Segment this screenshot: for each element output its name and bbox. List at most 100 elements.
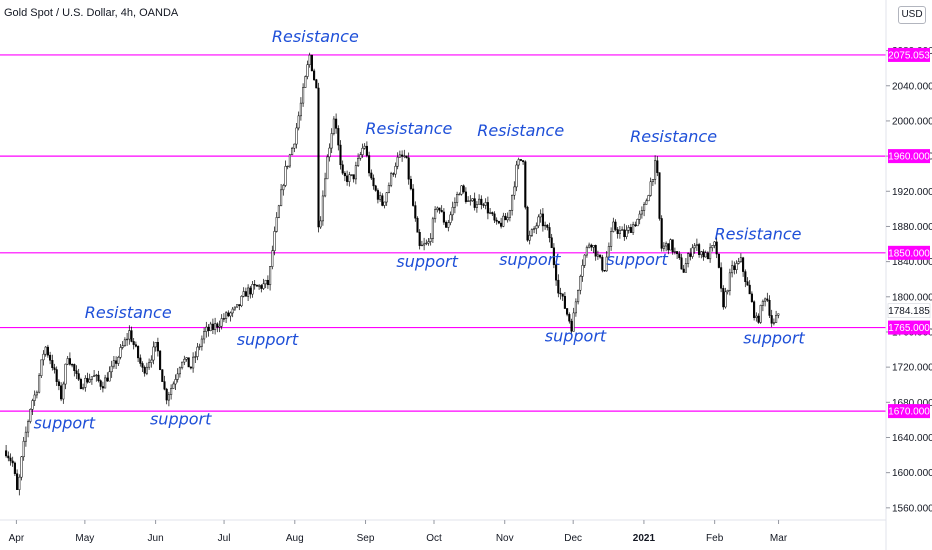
candle-body xyxy=(139,357,142,364)
candle-body xyxy=(57,381,60,386)
candle-body xyxy=(376,190,379,200)
candle-body xyxy=(324,178,327,197)
candle-body xyxy=(702,251,705,258)
resistance-label: Resistance xyxy=(477,121,564,140)
candle-body xyxy=(671,239,674,253)
resistance-label: Resistance xyxy=(630,127,717,146)
candle-body xyxy=(277,205,280,218)
candle-body xyxy=(134,344,137,347)
candle-body xyxy=(405,155,408,159)
candle-body xyxy=(599,254,602,258)
candle-body xyxy=(407,157,410,180)
candle-body xyxy=(566,308,569,315)
currency-button[interactable]: USD xyxy=(898,6,926,24)
candle-body xyxy=(108,371,111,382)
candle-body xyxy=(475,204,478,208)
time-tick-label: Jun xyxy=(148,533,164,544)
candle-body xyxy=(557,279,560,294)
candle-body xyxy=(132,341,135,345)
candle-body xyxy=(266,279,269,286)
candle-body xyxy=(596,254,599,257)
candle-body xyxy=(192,356,195,369)
price-candles xyxy=(5,52,780,496)
candle-body xyxy=(588,244,591,248)
candle-body xyxy=(121,345,124,348)
candle-body xyxy=(755,315,758,318)
candle-body xyxy=(11,460,14,464)
candle-body xyxy=(570,320,573,332)
candle-body xyxy=(515,164,518,188)
candle-body xyxy=(673,251,676,253)
candle-body xyxy=(568,314,571,322)
candle-body xyxy=(220,318,223,327)
time-tick-label: May xyxy=(75,533,94,544)
candle-body xyxy=(330,133,333,149)
candle-body xyxy=(117,357,120,364)
candle-body xyxy=(577,290,580,303)
candle-body xyxy=(737,261,740,264)
candle-body xyxy=(240,296,243,307)
candle-body xyxy=(484,202,487,206)
candle-body xyxy=(667,243,670,251)
support-label: support xyxy=(237,330,299,349)
candle-body xyxy=(700,251,703,255)
candle-body xyxy=(471,198,474,201)
candle-body xyxy=(75,370,78,374)
time-tick-label: Nov xyxy=(496,533,514,544)
time-axis[interactable]: Apr May Jun Jul Aug Sep Oct Nov Dec 2021 Feb Mar xyxy=(9,520,788,544)
candle-body xyxy=(101,386,104,389)
candle-body xyxy=(214,323,217,330)
candle-body xyxy=(313,70,316,80)
candle-body xyxy=(392,173,395,175)
candle-body xyxy=(128,330,131,340)
candle-body xyxy=(682,268,685,273)
candle-body xyxy=(95,374,98,377)
candle-body xyxy=(535,225,538,229)
candle-body xyxy=(486,202,489,214)
candle-body xyxy=(112,360,115,367)
candle-body xyxy=(269,266,272,286)
candle-body xyxy=(185,357,188,360)
candle-body xyxy=(187,357,190,368)
price-tick-label: 2040.000 xyxy=(892,81,932,92)
candle-body xyxy=(104,377,107,389)
candle-body xyxy=(176,373,179,380)
candle-body xyxy=(770,315,773,324)
candle-body xyxy=(748,284,751,295)
candle-body xyxy=(352,174,355,180)
candle-body xyxy=(618,229,621,234)
candle-body xyxy=(583,254,586,266)
time-tick-label: 2021 xyxy=(633,533,656,544)
candle-body xyxy=(528,235,531,241)
candle-body xyxy=(152,346,155,361)
candle-body xyxy=(236,304,239,308)
candle-body xyxy=(22,440,25,458)
candle-body xyxy=(71,364,74,366)
candle-body xyxy=(77,373,80,380)
candle-body xyxy=(394,165,397,175)
candle-body xyxy=(9,457,12,462)
candle-body xyxy=(473,198,476,208)
candle-body xyxy=(775,315,778,323)
candle-body xyxy=(412,188,415,206)
candle-body xyxy=(744,271,747,282)
price-axis[interactable]: 1560.000 1600.000 1640.000 1680.000 1720.000… xyxy=(886,46,932,514)
candle-body xyxy=(654,160,657,180)
level-price-badges: 2075.053 1960.000 1850.000 1765.000 1670.000… xyxy=(887,47,931,419)
candle-body xyxy=(97,374,100,381)
candle-body xyxy=(29,409,32,422)
candle-body xyxy=(93,375,96,377)
candle-body xyxy=(79,379,82,389)
candle-body xyxy=(262,283,265,289)
candle-body xyxy=(167,394,170,401)
candle-body xyxy=(218,325,221,328)
candle-body xyxy=(244,291,247,297)
candle-body xyxy=(436,207,439,210)
candle-body xyxy=(684,263,687,273)
candle-body xyxy=(546,224,549,228)
level-badge xyxy=(888,320,930,335)
candle-body xyxy=(216,323,219,328)
candle-body xyxy=(350,174,353,176)
candle-body xyxy=(489,212,492,214)
